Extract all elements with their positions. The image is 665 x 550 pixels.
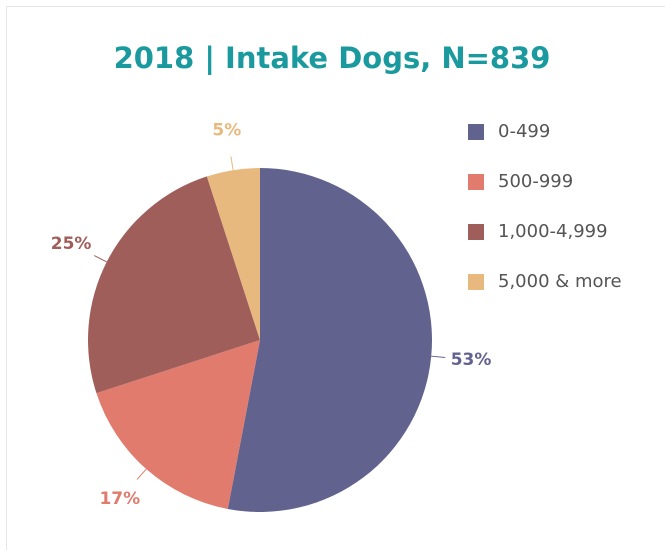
- legend-label: 500-999: [498, 171, 573, 192]
- legend-label: 0-499: [498, 121, 550, 142]
- data-label: 53%: [451, 350, 492, 370]
- chart-title: 2018 | Intake Dogs, N=839: [114, 41, 551, 75]
- legend-swatch: [468, 224, 484, 240]
- data-label: 5%: [212, 121, 241, 141]
- legend-label: 1,000-4,999: [498, 221, 608, 242]
- pie-slice: [96, 340, 261, 509]
- legend-label: 5,000 & more: [498, 271, 622, 292]
- leader-line: [136, 468, 147, 480]
- legend-swatch: [468, 124, 484, 140]
- data-label: 25%: [51, 234, 92, 254]
- legend-swatch: [468, 274, 484, 290]
- legend-swatch: [468, 174, 484, 190]
- pie-slice: [227, 168, 433, 512]
- leader-line: [431, 355, 446, 359]
- data-label: 17%: [99, 489, 140, 509]
- leader-line: [230, 156, 234, 171]
- pie-slice: [206, 168, 260, 340]
- pie-slice: [88, 176, 260, 394]
- leader-line: [94, 255, 107, 263]
